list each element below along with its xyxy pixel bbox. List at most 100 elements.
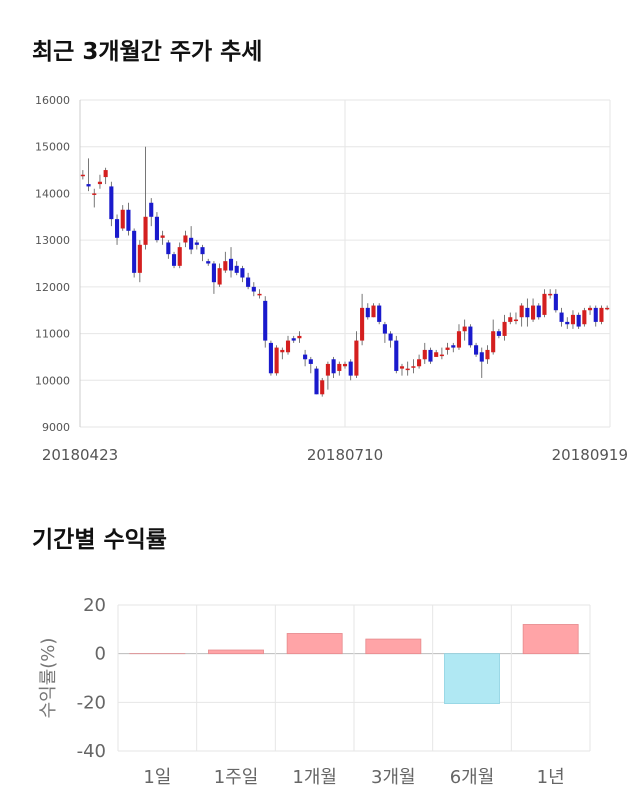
candle [120,205,125,231]
candle [399,363,405,376]
candle [228,247,234,278]
candle [491,319,496,355]
candle-body [143,216,148,245]
candle-body [553,293,558,311]
candle-body [114,219,120,238]
returns-x-tick-label: 1일 [143,767,171,785]
candle-body [251,286,256,292]
returns-y-tick-label: 20 [83,595,106,616]
candle [559,307,564,327]
candle [439,347,444,360]
candle-body [297,335,302,339]
candle-body [605,307,610,310]
candle-body [468,326,473,346]
candle-body [474,345,479,355]
candle-body [211,263,216,283]
candle [114,214,120,245]
candle-body [411,366,416,368]
candle [536,303,541,320]
candle [582,307,587,327]
candle-body [325,363,330,376]
candle-body [399,366,405,369]
candle-body [422,349,427,360]
price-y-tick-label: 16000 [35,94,70,107]
candle-body [405,368,410,371]
candle [143,146,148,250]
returns-y-tick-label: -40 [77,741,106,762]
candle-body [428,349,433,362]
candle-body [149,202,154,217]
candle [548,289,553,299]
candle [189,226,194,255]
candle-body [97,181,102,185]
candlestick-chart: 9000 10000 11000 12000 13000 14000 15000 16000 2… [35,94,628,464]
candle-body [582,310,587,325]
candle-body [285,340,291,353]
candle-body [382,324,387,334]
candle-body [234,265,239,273]
candle-body [154,216,159,241]
candle [291,335,296,343]
candle-body [354,340,359,376]
candle-body [120,209,125,229]
candle-body [103,170,108,178]
candle [303,349,308,367]
candle-body [92,193,97,195]
candle [109,181,114,227]
candle-body [228,258,234,271]
candle [456,324,462,350]
candle-body [360,307,365,341]
candle-body [519,305,524,318]
candle [285,335,291,355]
candle-body [274,347,279,374]
candle [417,354,422,369]
price-y-tick-label: 9000 [42,421,70,434]
candle [513,312,519,325]
candle-body [177,247,182,266]
candle-body [570,314,576,325]
candle [599,305,604,325]
candle-body [308,359,313,364]
candle-body [371,305,376,318]
candle [422,342,427,364]
candle [149,198,154,227]
candle [468,324,473,348]
candle-body [132,230,137,273]
candle [502,314,507,341]
candle [251,282,256,297]
candle [308,356,313,374]
candle-body [599,307,604,322]
candle-body [536,305,541,318]
candle [171,251,177,269]
candle [217,263,222,287]
candle [593,305,598,327]
candle-body [462,326,467,332]
candle-body [542,293,547,315]
candle-body [593,307,598,322]
candle [194,240,199,250]
candle [451,342,456,353]
returns-x-tick-label: 1개월 [292,767,337,785]
candle [86,158,91,192]
candle [519,303,524,327]
candle [371,303,376,318]
candle [223,251,228,273]
candle [297,331,302,343]
candle-body [365,307,370,318]
candle [166,240,171,259]
candle [80,170,85,180]
candle [183,230,188,248]
candle-body [320,380,325,395]
candle-body [434,352,439,357]
candle-body [337,363,342,371]
candle [177,242,182,269]
price-y-tick-label: 10000 [35,374,70,387]
candle [365,303,370,320]
price-y-tick-label: 14000 [35,187,70,200]
returns-bar [522,624,579,655]
candle-body [394,340,399,371]
candle [508,312,513,325]
candle-body [246,277,251,287]
candle [377,303,382,325]
returns-title: 기간별 수익률 [32,527,167,553]
